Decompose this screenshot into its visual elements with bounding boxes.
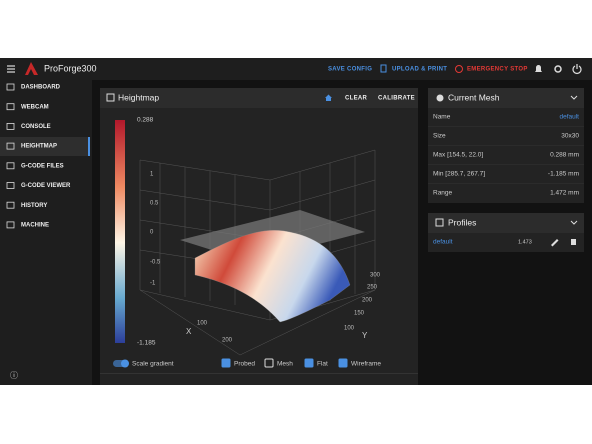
y-tick: 200 xyxy=(362,298,373,304)
row-divider xyxy=(428,126,584,127)
brand: ProForge300 xyxy=(44,63,97,73)
home-button[interactable] xyxy=(325,94,332,102)
row-divider xyxy=(428,164,584,165)
mesh-key: Range xyxy=(433,190,453,197)
grid-icon xyxy=(106,93,115,102)
stop-icon xyxy=(455,65,463,73)
y-axis-label: Y xyxy=(362,331,368,340)
mesh-title: Current Mesh xyxy=(448,92,500,102)
edit-icon[interactable] xyxy=(551,239,559,247)
logo xyxy=(25,62,38,75)
z-tick: 0 xyxy=(150,230,154,236)
z-tick: -0.5 xyxy=(150,260,161,266)
mesh-key: Max [154.5, 22.0] xyxy=(433,152,483,159)
checkbox[interactable] xyxy=(338,358,348,368)
profile-range: 1.473 xyxy=(518,239,532,245)
mesh-key: Size xyxy=(433,133,446,140)
checkbox-label: Mesh xyxy=(277,361,293,368)
nav-item[interactable]: G-CODE VIEWER xyxy=(21,183,71,189)
nav-icon xyxy=(6,83,15,91)
mesh-value: default xyxy=(559,114,579,121)
nav-icon xyxy=(6,142,15,150)
delete-icon[interactable] xyxy=(571,239,576,245)
checkbox-label: Wireframe xyxy=(351,361,381,368)
z-tick: -1 xyxy=(150,281,156,287)
mesh-header xyxy=(428,88,584,108)
card-header xyxy=(100,88,418,108)
y-tick: 100 xyxy=(344,326,355,332)
colorbar-min: -1.185 xyxy=(137,340,156,347)
nav-item[interactable]: HISTORY xyxy=(21,203,47,209)
mesh-value: -1.185 mm xyxy=(548,171,579,178)
mesh-value: 1.472 mm xyxy=(550,190,579,197)
profiles-icon xyxy=(435,218,444,227)
mesh-key: Min [285.7, 267.7] xyxy=(433,171,485,178)
nav-icon xyxy=(6,201,15,209)
clear-button[interactable]: CLEAR xyxy=(345,96,368,102)
nav-icon xyxy=(6,123,15,130)
checkbox[interactable] xyxy=(304,358,314,368)
nav-icon xyxy=(6,221,15,229)
nav-item[interactable]: G-CODE FILES xyxy=(21,163,64,169)
mesh-value: 30x30 xyxy=(561,133,579,140)
checkbox[interactable] xyxy=(221,358,231,368)
profiles-header xyxy=(428,213,584,233)
x-axis-label: X xyxy=(186,327,192,336)
profiles-title: Profiles xyxy=(448,217,476,227)
checkbox[interactable] xyxy=(264,358,274,368)
y-tick: 250 xyxy=(367,285,378,291)
bell-icon[interactable] xyxy=(535,65,542,72)
nav-item[interactable]: WEBCAM xyxy=(21,104,49,110)
card-title: Heightmap xyxy=(118,92,159,102)
active-item xyxy=(0,137,89,156)
divider xyxy=(100,373,418,374)
x-tick: 100 xyxy=(197,321,208,327)
nav-item[interactable]: MACHINE xyxy=(21,222,49,228)
z-tick: 1 xyxy=(150,172,154,178)
z-tick: 0.5 xyxy=(150,201,159,207)
power-icon[interactable] xyxy=(572,64,582,74)
calibrate-button[interactable]: CALIBRATE xyxy=(378,96,415,102)
checkbox-label: Probed xyxy=(234,361,255,368)
nav-item[interactable]: CONSOLE xyxy=(21,124,51,130)
active-indicator xyxy=(88,137,90,156)
profile-name[interactable]: default xyxy=(433,239,453,246)
save-config[interactable]: SAVE CONFIG xyxy=(328,67,372,73)
mesh-surface xyxy=(194,230,351,323)
mesh-value: 0.288 mm xyxy=(550,152,579,159)
upload-icon xyxy=(380,64,387,73)
nav-icon xyxy=(6,103,15,111)
collapse-icon[interactable] xyxy=(570,95,578,100)
mesh-key: Name xyxy=(433,114,451,121)
row-divider xyxy=(428,145,584,146)
nav-icon xyxy=(6,162,15,170)
nav-item[interactable]: DASHBOARD xyxy=(21,85,61,91)
checkbox-label: Flat xyxy=(317,361,328,368)
settings-icon[interactable] xyxy=(554,65,562,73)
x-tick: 200 xyxy=(222,338,233,344)
row-divider xyxy=(428,183,584,184)
top-bar xyxy=(0,58,592,80)
emergency-stop[interactable]: EMERGENCY STOP xyxy=(467,67,528,73)
upload-print[interactable]: UPLOAD & PRINT xyxy=(392,67,447,73)
info-icon xyxy=(436,94,444,102)
y-tick: 150 xyxy=(354,311,365,317)
help-icon[interactable]: ⓘ xyxy=(10,371,18,380)
color-bar xyxy=(115,120,125,343)
y-tick: 300 xyxy=(370,273,381,279)
collapse-icon[interactable] xyxy=(570,220,578,225)
nav-icon xyxy=(6,182,15,189)
toggle-knob[interactable] xyxy=(121,359,129,368)
nav-item[interactable]: HEIGHTMAP xyxy=(21,144,57,150)
sidebar xyxy=(0,80,92,385)
toggle-label: Scale gradient xyxy=(132,361,174,368)
menu-icon[interactable] xyxy=(7,65,15,73)
colorbar-max: 0.288 xyxy=(137,117,154,124)
